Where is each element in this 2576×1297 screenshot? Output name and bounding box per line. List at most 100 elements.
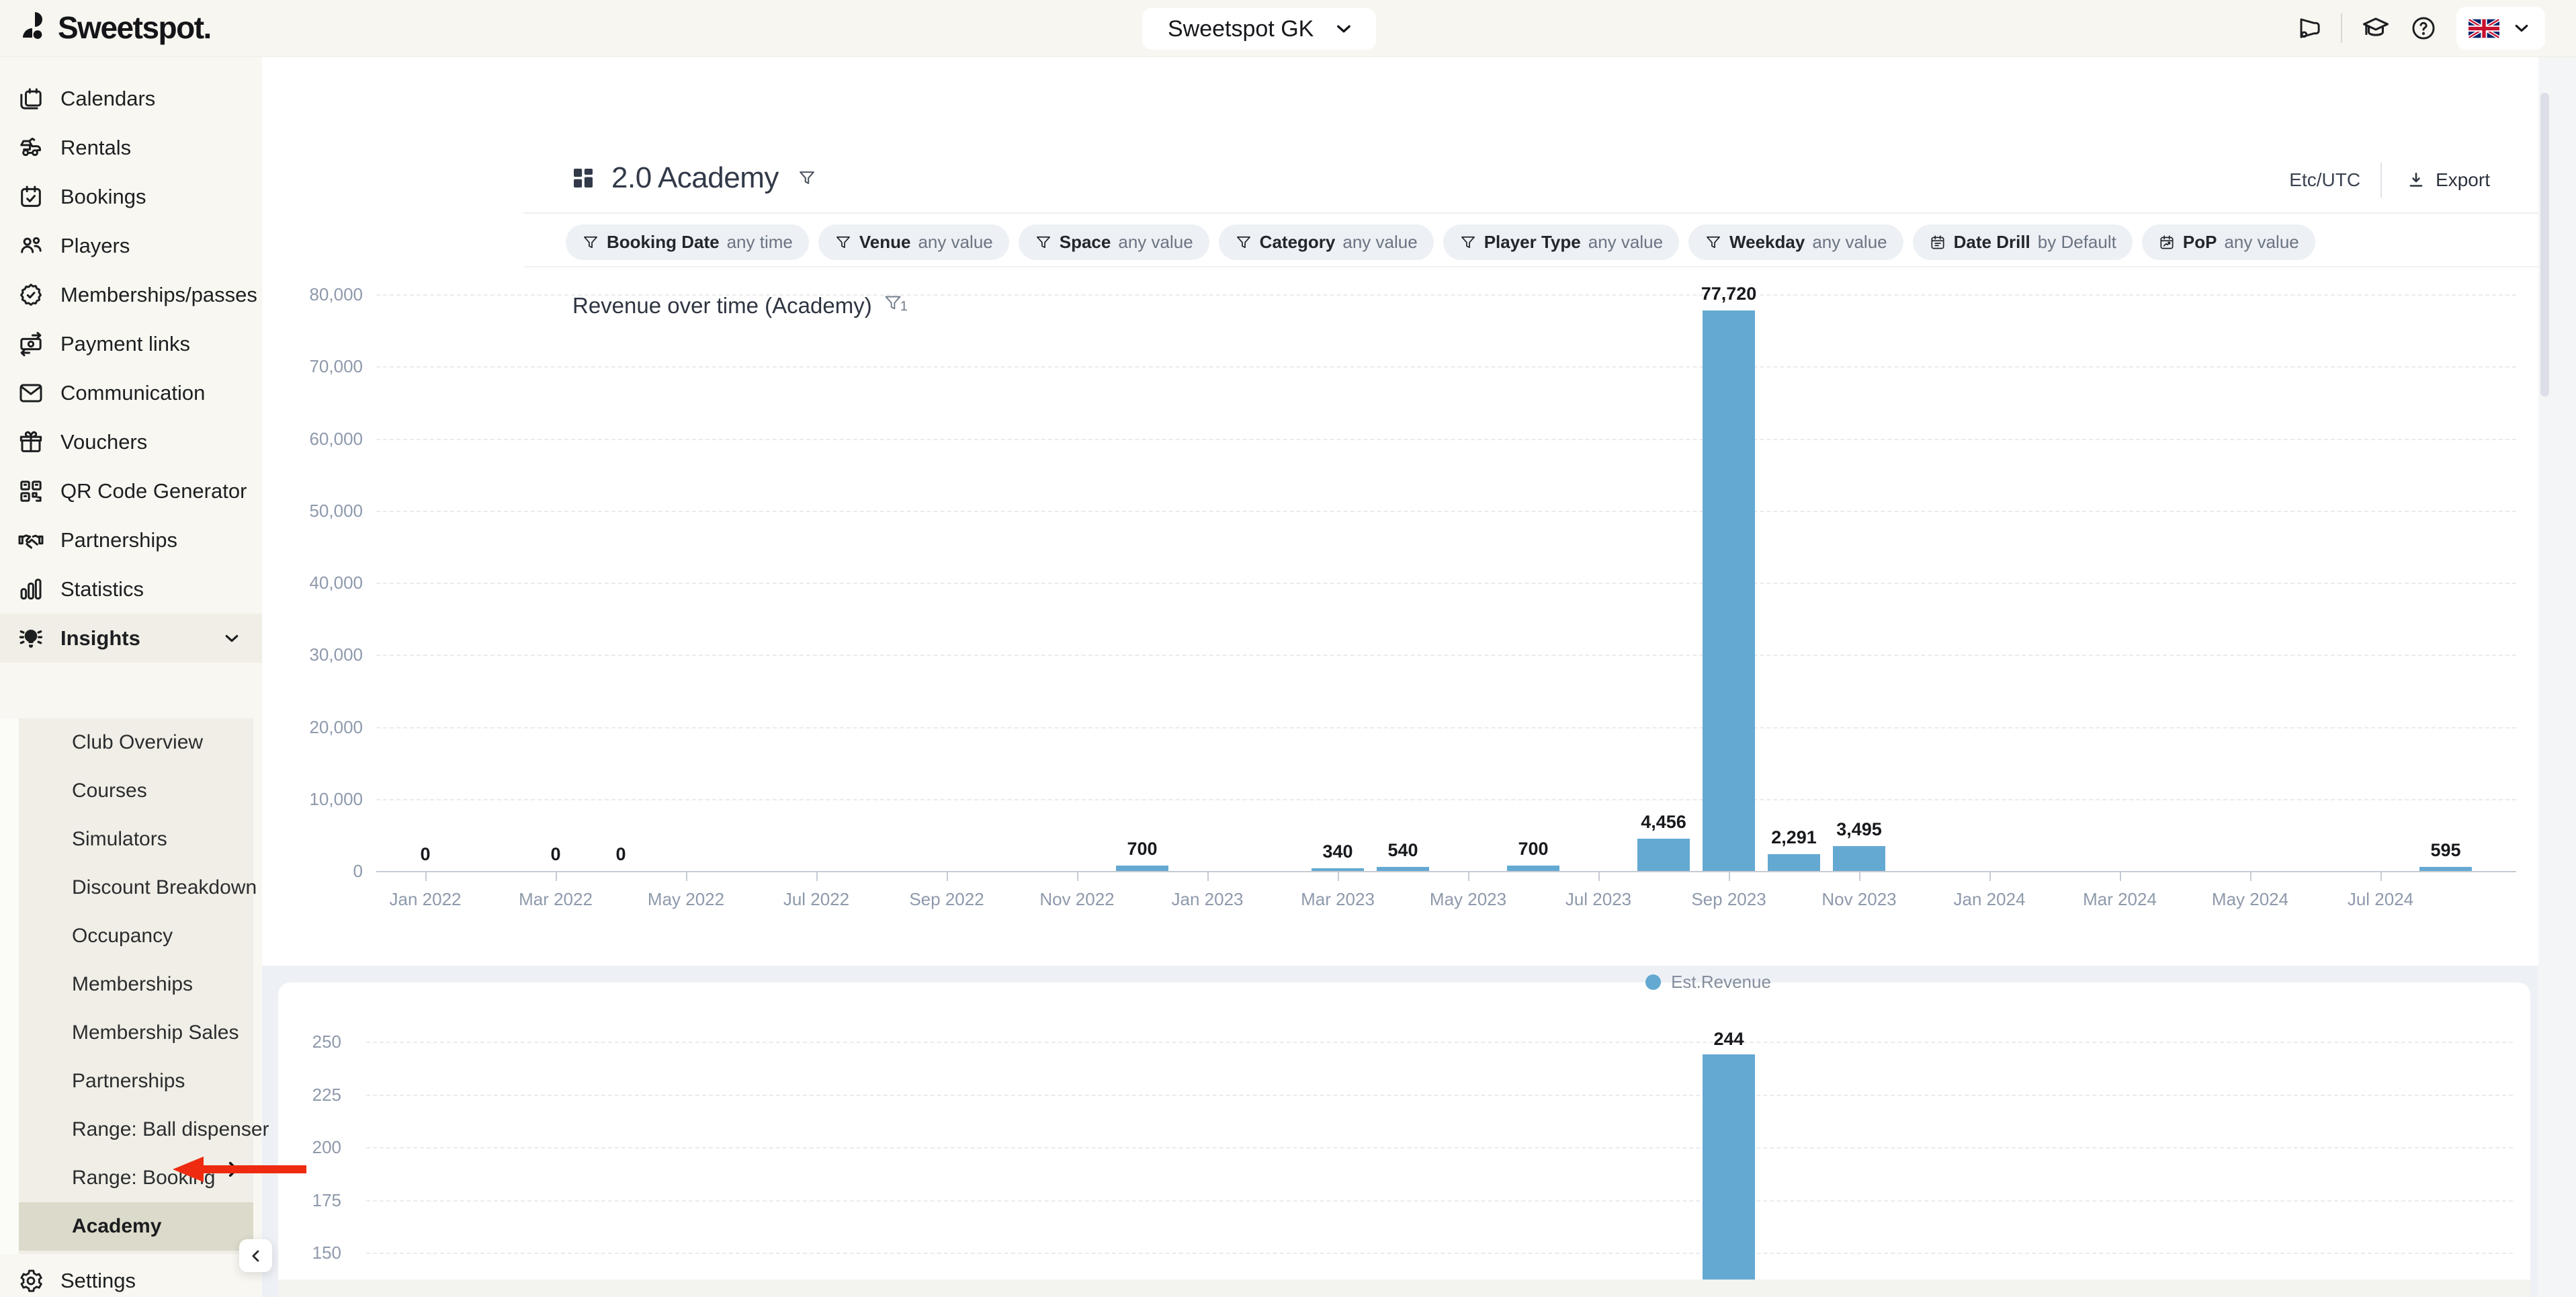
filter-label: Booking Date (607, 232, 720, 252)
sidebar-subitem-membership-sales[interactable]: Membership Sales (19, 1009, 253, 1057)
club-selector-value: Sweetspot GK (1168, 15, 1314, 42)
calendar-check-icon (17, 183, 44, 210)
bookings-card: Bookings (Academy) 1 (278, 982, 2530, 1297)
chevron-down-icon (220, 627, 243, 650)
sidebar-subitem-label: Range: Booking (72, 1167, 216, 1189)
chart-filter-count: 1 (900, 299, 908, 314)
sidebar-subitem-label: Membership Sales (72, 1021, 239, 1044)
players-icon (17, 233, 44, 259)
sidebar-collapse-button[interactable] (239, 1239, 272, 1272)
scrollbar-thumb[interactable] (2540, 93, 2549, 396)
sidebar-item-players[interactable]: Players (0, 221, 262, 270)
sidebar-subitem-discount-breakdown[interactable]: Discount Breakdown (19, 864, 257, 912)
download-icon (2406, 170, 2426, 190)
logo-mark-icon (20, 10, 48, 45)
divider (524, 266, 2576, 267)
badge-check-icon (17, 282, 44, 308)
filter-chip-weekday[interactable]: Weekday any value (1688, 224, 1903, 260)
sidebar-scrollbar-track[interactable] (0, 718, 19, 1254)
export-button[interactable]: Export (2402, 169, 2494, 192)
topbar: Sweetspot. Sweetspot GK (0, 0, 2576, 57)
uk-flag-icon (2468, 18, 2499, 38)
viewport-bottom-band (278, 1280, 2530, 1297)
sidebar-item-vouchers[interactable]: Vouchers (0, 417, 262, 466)
page-title: 2.0 Academy (611, 161, 779, 194)
filter-value: any value (1118, 232, 1193, 252)
sidebar-item-label: Communication (60, 380, 206, 405)
sidebar-item-label: Statistics (60, 577, 144, 601)
funnel-icon (834, 234, 852, 251)
filter-value: any value (1342, 232, 1418, 252)
filter-label: PoP (2182, 232, 2217, 252)
help-icon[interactable] (2409, 14, 2438, 42)
bar-chart-icon (17, 576, 44, 603)
logo-text: Sweetspot. (58, 10, 212, 45)
sidebar-item-label: Partnerships (60, 528, 178, 552)
sidebar-item-statistics[interactable]: Statistics (0, 564, 262, 614)
timezone-label: Etc/UTC (2289, 169, 2361, 190)
sidebar-subitem-label: Club Overview (72, 731, 204, 753)
sidebar-item-qr-code-generator[interactable]: QR Code Generator (0, 466, 262, 515)
chart1-title-text: Revenue over time (Academy) (572, 293, 872, 318)
filter-chip-space[interactable]: Space any value (1018, 224, 1209, 260)
legend-label: Est.Revenue (1671, 972, 1771, 992)
sidebar-subitem-range-booking[interactable]: Range: Booking (19, 1154, 253, 1202)
filter-chip-date-drill[interactable]: Date Drill by Default (1912, 224, 2133, 260)
sidebar-item-partnerships[interactable]: Partnerships (0, 515, 262, 564)
sidebar-item-rentals[interactable]: Rentals (0, 123, 262, 172)
legend-dot (1645, 974, 1662, 990)
sidebar-subitem-occupancy[interactable]: Occupancy (19, 912, 253, 960)
sidebar-subitem-memberships[interactable]: Memberships (19, 960, 253, 1009)
filter-chip-booking-date[interactable]: Booking Date any time (566, 224, 809, 260)
sidebar-item-memberships-passes[interactable]: Memberships/passes (0, 270, 262, 319)
funnel-icon (1459, 234, 1477, 251)
sidebar-subitem-club-overview[interactable]: Club Overview (19, 718, 253, 767)
club-selector[interactable]: Sweetspot GK (1142, 8, 1376, 50)
sidebar-item-label: Bookings (60, 184, 146, 208)
filter-value: any value (918, 232, 993, 252)
filter-label: Date Drill (1953, 232, 2030, 252)
sweetspot-logo: Sweetspot. (20, 9, 212, 46)
gear-icon (17, 1267, 44, 1294)
sidebar-item-calendars[interactable]: Calendars (0, 74, 262, 123)
sidebar-item-settings[interactable]: Settings (0, 1256, 262, 1297)
sidebar-subitem-label: Courses (72, 780, 147, 802)
sidebar-item-label: Vouchers (60, 429, 148, 454)
handshake-icon (17, 527, 44, 554)
sidebar-subitem-simulators[interactable]: Simulators (19, 815, 253, 864)
title-funnel-icon[interactable] (798, 169, 816, 187)
envelope-icon (17, 380, 44, 407)
filter-label: Venue (859, 232, 911, 252)
sidebar-item-bookings[interactable]: Bookings (0, 172, 262, 221)
filter-chip-player-type[interactable]: Player Type any value (1443, 224, 1680, 260)
topbar-divider (2341, 13, 2342, 43)
megaphone-icon[interactable] (2294, 14, 2322, 42)
sidebar-item-insights[interactable]: Insights (0, 614, 262, 663)
graduation-cap-icon[interactable] (2361, 13, 2391, 43)
filter-value: any value (1812, 232, 1887, 252)
page-header: 2.0 Academy (570, 161, 816, 195)
sidebar-subitem-label: Memberships (72, 973, 194, 995)
chart-filter-icon[interactable]: 1 (883, 293, 908, 314)
header-divider (2380, 163, 2382, 198)
sidebar-item-payment-links[interactable]: Payment links (0, 319, 262, 368)
sidebar-item-communication[interactable]: Communication (0, 368, 262, 417)
sidebar-subitem-partnerships[interactable]: Partnerships (19, 1057, 253, 1105)
sidebar-subitem-range-ball-dispenser[interactable]: Range: Ball dispenser (19, 1105, 269, 1154)
language-selector[interactable] (2456, 7, 2545, 50)
sidebar-subitem-courses[interactable]: Courses (19, 767, 253, 815)
sidebar-subitem-label: Academy (72, 1215, 162, 1237)
sidebar-subitem-label: Occupancy (72, 925, 173, 947)
filter-bar: Booking Date any time Venue any value Space a… (566, 224, 2315, 260)
export-label: Export (2436, 169, 2490, 190)
calendar-trend-icon (2158, 234, 2176, 251)
sidebar-subitem-label: Partnerships (72, 1070, 185, 1092)
filter-label: Space (1059, 232, 1111, 252)
chevron-down-icon (2510, 17, 2533, 40)
filter-chip-venue[interactable]: Venue any value (818, 224, 1009, 260)
sidebar-item-label: Players (60, 233, 130, 257)
sidebar-bottom-items: SettingsSign out (0, 1256, 262, 1297)
filter-chip-category[interactable]: Category any value (1218, 224, 1434, 260)
sidebar-subitem-academy[interactable]: Academy (19, 1202, 253, 1251)
filter-chip-pop[interactable]: PoP any value (2141, 224, 2315, 260)
